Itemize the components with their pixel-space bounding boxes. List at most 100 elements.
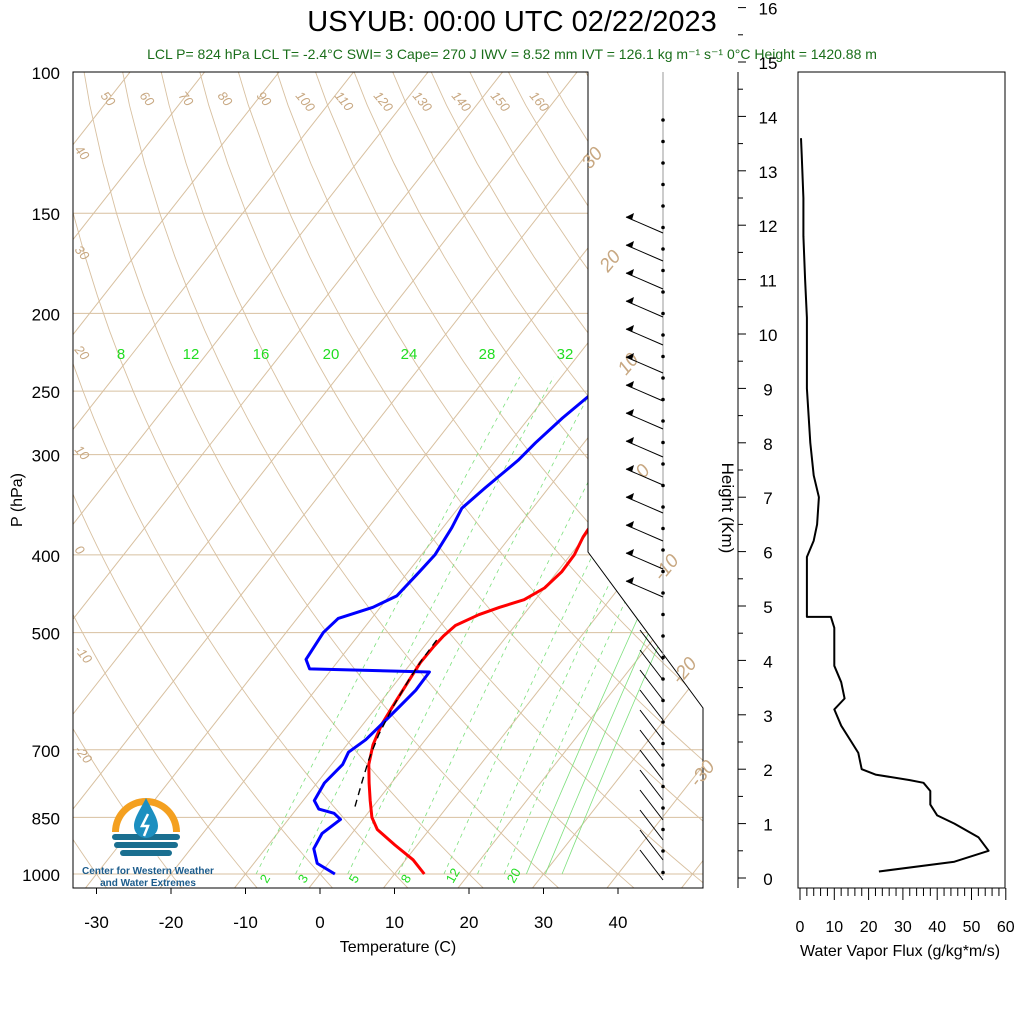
dry-adiabat [77,72,563,888]
wind-barb [625,216,664,234]
logo-caption-line2: and Water Extremes [100,878,196,889]
mixing-ratio-label-top: 8 [117,346,125,363]
sounding-lines [304,212,703,876]
wind-barb [639,749,664,781]
flux-tick-label: 60 [997,919,1015,936]
wind-barb [639,709,664,741]
wind-level-dot [661,290,665,294]
height-tick-label: 15 [759,54,778,73]
chart-title: USYUB: 00:00 UTC 02/22/2023 [307,6,717,38]
mixing-ratio-line [255,376,521,875]
wind-level-dot [661,806,665,810]
flux-line [800,138,990,873]
wind-level-dot [661,247,665,251]
flux-tick-label: 0 [796,919,805,936]
pressure-tick-label: 250 [32,383,60,402]
wind-level-dot [661,548,665,552]
wind-barb-pennant [626,213,634,220]
temperature-tick-label: 40 [609,913,628,932]
flux-axis-title: Water Vapor Flux (g/kg*m/s) [800,943,1000,960]
mixing-ratio-label-top: 32 [557,346,574,363]
isotherm-line [754,35,1024,891]
flux-frame [797,71,1006,889]
wind-barb-pennant [626,353,634,360]
wind-level-dot [661,440,665,445]
dry-adiabat [376,72,703,888]
isotherm-line [604,72,703,888]
height-tick-label: 4 [763,652,772,671]
wind-level-dot [661,419,665,423]
wind-barb-pennant [626,325,634,332]
isotherm-label-left: 40 [72,142,93,163]
wind-barb [625,496,664,514]
wind-barb-pennant [626,269,634,276]
isotherm-label-right: 0 [632,460,655,482]
flux-tick-label: 30 [894,919,912,936]
isotherm-label-right: -30 [686,756,720,791]
pressure-tick-label: 400 [32,547,60,566]
flux-tick-label: 50 [963,919,981,936]
temperature-tick-label: -10 [233,913,258,932]
temperature-tick-label: -20 [159,913,184,932]
adiabat-label: 60 [137,88,158,109]
pressure-tick-label: 1000 [22,866,60,885]
isotherm-line [73,72,532,888]
wind-level-dot [661,612,665,617]
isotherm-line [73,72,458,888]
wind-barb [625,524,664,542]
dry-adiabat [189,72,703,888]
isotherm-label-right: 20 [595,246,626,277]
pressure-tick-label: 150 [32,205,60,224]
wind-barb [625,580,664,598]
wind-level-dot [661,268,665,273]
isotherm-line [529,72,703,888]
wind-level-dot [661,720,665,724]
wind-barb [639,629,664,661]
wind-barb-pennant [626,409,634,416]
dry-adiabat [226,72,703,888]
isotherm-label-left: 10 [72,442,93,463]
wind-level-dot [661,505,665,509]
adiabat-label: 160 [527,88,553,115]
wind-level-dot [661,118,665,122]
mixing-ratio-line [503,376,703,875]
x-axis-title: Temperature (C) [340,939,456,956]
adiabat-label: 130 [410,88,436,115]
isotherm-label-left: -10 [72,642,96,667]
height-tick-label: 14 [759,108,778,127]
height-tick-label: 2 [763,761,772,780]
isotherm-line [73,72,607,888]
cw3e-logo [112,798,180,859]
pressure-tick-label: 200 [32,305,60,324]
logo-caption-line1: Center for Western Weather [82,866,214,877]
wind-level-dot [661,591,665,595]
temperature-line [367,212,703,875]
temperature-tick-label: 20 [460,913,479,932]
wind-barb [625,552,664,570]
isotherm-line [73,72,234,888]
wind-level-dot [661,763,665,767]
wind-barb [639,689,664,721]
mixing-ratio-line [545,376,703,875]
pressure-tick-label: 100 [32,64,60,83]
mixing-ratio-label-top: 20 [323,346,340,363]
height-tick-label: 0 [763,870,772,889]
dry-adiabat [114,72,638,888]
pressure-tick-label: 850 [32,809,60,828]
adiabat-label: 80 [215,88,236,109]
wind-barb [625,356,664,374]
wind-barb [639,669,664,701]
isotherm-line [73,72,160,888]
dry-adiabat [73,72,185,888]
height-tick-label: 13 [759,163,778,182]
isotherm-label-right: 30 [578,143,608,173]
height-tick-label: 6 [763,544,772,563]
wind-level-dot [661,376,665,380]
wind-barb [625,468,664,486]
adiabat-label: 50 [98,88,119,109]
wind-barb [639,789,664,821]
adiabat-label: 150 [488,88,514,115]
isotherm-label-right: -10 [650,550,684,585]
wind-level-dot [661,354,665,359]
